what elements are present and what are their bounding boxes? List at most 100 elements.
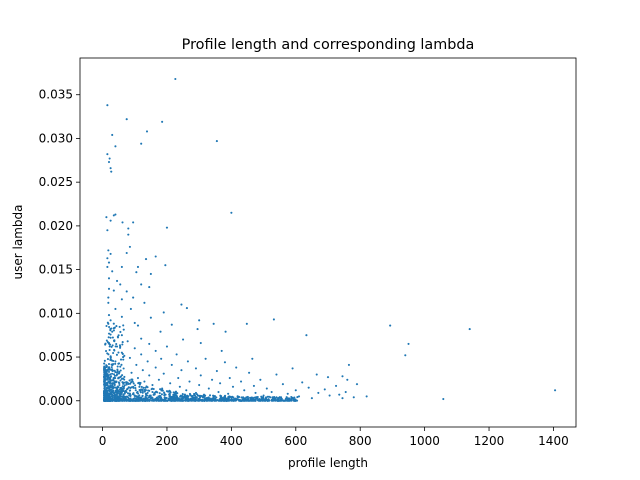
data-point — [130, 381, 133, 384]
data-point — [145, 392, 148, 396]
data-point — [157, 378, 160, 381]
data-point — [267, 399, 271, 402]
data-point — [116, 336, 120, 339]
data-point — [236, 395, 239, 398]
data-point — [242, 399, 245, 402]
data-point — [109, 252, 112, 255]
data-point — [112, 329, 115, 332]
data-point — [116, 390, 119, 393]
data-point — [198, 383, 201, 387]
data-point — [122, 395, 126, 398]
data-point — [146, 360, 149, 363]
data-point — [161, 120, 164, 123]
data-point — [317, 391, 320, 394]
data-point — [338, 393, 341, 396]
data-point — [290, 399, 293, 402]
data-point — [182, 399, 185, 402]
data-point — [194, 367, 197, 370]
data-point — [307, 386, 310, 389]
data-point — [199, 374, 202, 377]
data-point — [301, 381, 304, 384]
data-point — [122, 328, 125, 331]
data-point — [110, 170, 113, 173]
data-point — [215, 369, 218, 373]
data-point — [120, 363, 123, 366]
data-point — [107, 332, 111, 335]
data-point — [295, 399, 299, 402]
data-point — [137, 382, 140, 385]
data-point — [239, 380, 243, 383]
data-point — [159, 396, 162, 399]
data-point — [223, 361, 226, 364]
data-point — [115, 373, 119, 376]
data-point — [165, 345, 169, 348]
y-axis-ticks: 0.000 0.005 0.010 0.015 0.020 0.025 0.030 0.035 — [39, 88, 80, 408]
data-point — [122, 367, 125, 370]
data-point — [121, 385, 124, 388]
data-point — [125, 290, 128, 293]
data-point — [176, 399, 179, 402]
data-point — [184, 399, 187, 402]
data-point — [129, 307, 132, 311]
data-point — [326, 376, 330, 379]
data-point — [173, 399, 176, 402]
data-point — [151, 396, 154, 399]
data-point — [292, 399, 295, 402]
data-point — [222, 399, 225, 402]
data-point — [136, 265, 140, 269]
data-point — [296, 396, 299, 399]
data-point — [118, 388, 121, 391]
data-point — [111, 369, 114, 373]
data-point — [116, 368, 119, 371]
data-point — [118, 376, 121, 379]
data-point — [143, 301, 146, 304]
data-point — [147, 389, 150, 392]
data-point — [160, 393, 163, 396]
data-point — [122, 393, 125, 396]
data-point — [200, 394, 203, 398]
data-point — [286, 392, 289, 395]
data-point — [346, 378, 349, 381]
data-point — [193, 394, 196, 397]
data-point — [113, 349, 116, 352]
data-point — [109, 327, 112, 331]
data-point — [104, 343, 107, 346]
data-point — [119, 358, 123, 361]
data-point — [315, 373, 318, 376]
data-point — [109, 358, 112, 362]
data-point — [136, 390, 139, 393]
data-point — [389, 324, 392, 327]
data-point — [138, 385, 141, 388]
data-point — [168, 394, 171, 397]
data-point — [162, 372, 165, 375]
data-point — [113, 374, 116, 377]
data-point — [122, 399, 125, 402]
data-point — [107, 342, 111, 345]
data-point — [161, 387, 164, 390]
data-point — [157, 399, 160, 402]
data-point — [119, 365, 122, 368]
x-tick-label: 200 — [156, 434, 179, 448]
data-point — [341, 397, 344, 400]
data-point — [148, 374, 151, 377]
data-point — [109, 376, 112, 379]
y-tick-label: 0.010 — [39, 306, 73, 320]
data-point — [115, 345, 119, 348]
data-point — [157, 395, 160, 398]
data-point — [249, 398, 252, 401]
data-point — [139, 391, 142, 394]
data-point — [234, 397, 237, 400]
data-point — [211, 378, 214, 381]
data-point — [119, 399, 122, 402]
data-point — [110, 399, 113, 402]
data-point — [256, 397, 259, 400]
data-point — [154, 366, 157, 369]
data-point — [112, 214, 115, 217]
data-point — [107, 277, 111, 280]
data-point — [107, 261, 111, 264]
data-point — [140, 142, 143, 145]
data-point — [136, 395, 140, 398]
data-point — [242, 397, 245, 400]
data-point — [213, 399, 216, 402]
data-point — [141, 369, 144, 372]
